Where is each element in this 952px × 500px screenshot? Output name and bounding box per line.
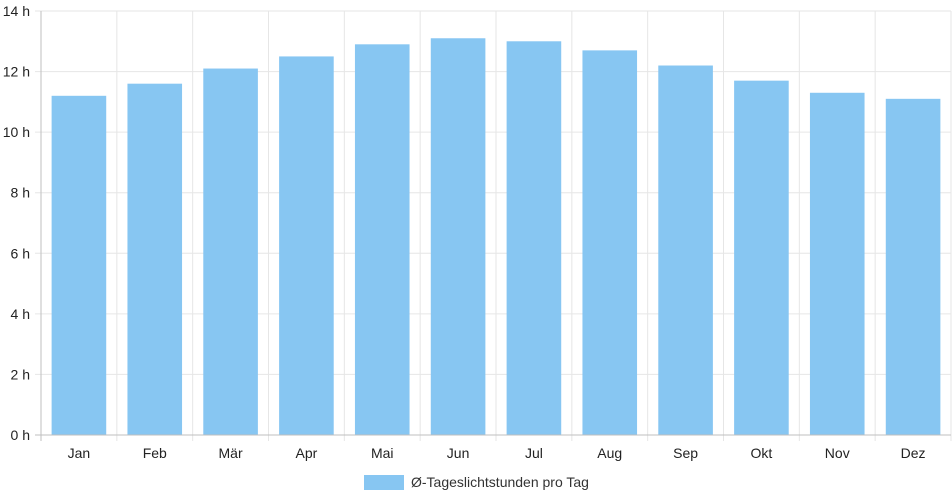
bars — [51, 38, 941, 436]
x-tick-label: Dez — [901, 445, 926, 461]
y-tick-label: 12 h — [3, 64, 30, 80]
x-tick-label: Jan — [68, 445, 91, 461]
bar[interactable] — [809, 92, 865, 436]
x-tick-label: Apr — [296, 445, 318, 461]
bar[interactable] — [127, 83, 183, 435]
bar[interactable] — [734, 80, 789, 436]
x-tick-label: Jun — [447, 445, 470, 461]
bar[interactable] — [885, 98, 941, 435]
bar[interactable] — [354, 44, 410, 436]
x-tick-label: Nov — [825, 445, 850, 461]
bar[interactable] — [279, 56, 334, 436]
x-tick-label: Okt — [751, 445, 773, 461]
bar[interactable] — [203, 68, 258, 436]
y-tick-label: 6 h — [11, 245, 30, 261]
x-tick-label: Mai — [371, 445, 394, 461]
x-tick-label: Mär — [219, 445, 243, 461]
x-tick-label: Aug — [597, 445, 622, 461]
y-tick-label: 4 h — [11, 306, 30, 322]
y-tick-label: 0 h — [11, 427, 30, 443]
axes — [40, 11, 951, 436]
bar[interactable] — [658, 65, 713, 435]
legend-label[interactable]: Ø-Tageslichtstunden pro Tag — [411, 474, 589, 490]
x-tick-labels: Jan Feb Mär Apr Mai Jun Jul Aug Sep Okt Nov Dez — [68, 445, 926, 461]
x-tick-label: Jul — [525, 445, 543, 461]
x-tick-label: Sep — [673, 445, 698, 461]
bar[interactable] — [582, 50, 638, 435]
y-tick-label: 10 h — [3, 124, 30, 140]
y-tick-labels: 0 h 2 h 4 h 6 h 8 h 10 h 12 h 14 h — [3, 3, 30, 443]
bar[interactable] — [51, 95, 107, 436]
legend[interactable]: Ø-Tageslichtstunden pro Tag — [364, 474, 589, 490]
legend-swatch[interactable] — [364, 475, 404, 490]
bar[interactable] — [430, 38, 486, 435]
y-tick-label: 2 h — [11, 366, 30, 382]
grid-lines — [35, 10, 952, 441]
y-tick-label: 8 h — [11, 185, 30, 201]
bar[interactable] — [506, 41, 562, 436]
y-tick-label: 14 h — [3, 3, 30, 19]
x-tick-label: Feb — [143, 445, 167, 461]
